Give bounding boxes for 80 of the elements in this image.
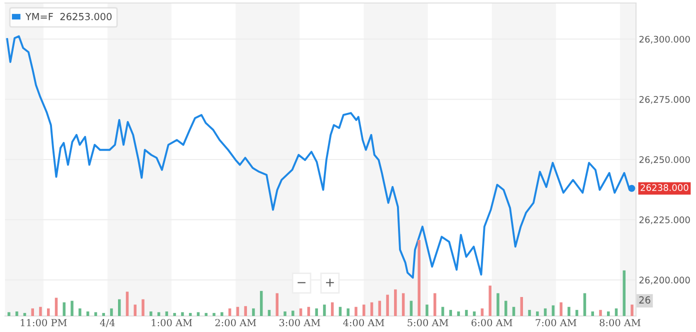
bar	[102, 312, 105, 316]
bar	[94, 312, 98, 316]
x-tick-label: 4/4	[100, 318, 115, 328]
bar	[575, 310, 578, 316]
bar	[54, 298, 58, 316]
x-tick-label: 8:00 AM	[600, 318, 640, 326]
bar	[284, 311, 286, 316]
bar	[346, 308, 350, 316]
bar	[31, 308, 34, 316]
annotation: +	[326, 278, 334, 287]
bar	[315, 308, 318, 316]
text: 26	[639, 296, 650, 304]
bar	[268, 310, 271, 316]
bar	[520, 297, 524, 316]
x-tick-label: 11:00 PM	[20, 318, 67, 326]
bar	[86, 311, 90, 316]
bar	[622, 270, 626, 316]
bar	[292, 310, 294, 316]
bar	[252, 308, 255, 316]
bar	[260, 290, 263, 316]
bar	[323, 304, 326, 316]
y-tick-label: 26,300.000	[639, 36, 690, 44]
bar	[165, 311, 168, 316]
bar	[39, 306, 42, 316]
bar	[488, 286, 492, 316]
bar	[173, 312, 176, 316]
bar	[244, 306, 247, 316]
bar	[126, 292, 129, 316]
bar	[402, 293, 405, 316]
x-tick-label: 5:00 AM	[408, 318, 448, 326]
x-tick-label: 4:00 AM	[343, 318, 384, 326]
bar	[607, 311, 610, 316]
bar	[150, 311, 152, 316]
bar	[560, 302, 562, 316]
x-tick-label: 7:00 AM	[536, 318, 576, 326]
bar	[457, 311, 460, 316]
bar	[472, 311, 476, 316]
x-tick-label: 3:00 AM	[279, 318, 320, 326]
bar	[386, 294, 389, 316]
y-tick-label: 26,275.000	[639, 96, 690, 104]
bar	[134, 304, 137, 316]
bar	[8, 312, 10, 316]
bar	[354, 306, 358, 316]
bar	[394, 289, 397, 316]
bar	[465, 310, 468, 316]
bar	[78, 308, 82, 316]
bar	[110, 308, 113, 316]
bar	[276, 293, 278, 316]
bar	[362, 304, 366, 316]
x-tick-label: 2:00 AM	[215, 318, 256, 326]
bar	[142, 299, 144, 316]
bar	[418, 240, 420, 316]
bar	[433, 293, 436, 316]
bar	[212, 312, 216, 316]
bar	[47, 308, 50, 316]
bar	[70, 300, 74, 316]
y-tick-label: 26,225.000	[639, 216, 690, 224]
x-tick-label: 6:00 AM	[472, 318, 512, 326]
bar	[536, 311, 539, 316]
bar	[496, 293, 500, 316]
bar	[591, 311, 594, 316]
bar	[630, 304, 634, 316]
bar	[15, 311, 18, 316]
y-tick-label: 26,250.000	[639, 156, 690, 164]
bar	[528, 310, 531, 316]
bar	[583, 293, 586, 316]
bar	[157, 312, 160, 316]
bar	[599, 310, 602, 316]
y-tick-label: 26,200.000	[639, 276, 690, 284]
legend-label: YM=F 26253.000	[25, 12, 112, 20]
bar	[449, 310, 452, 316]
bar	[552, 305, 555, 316]
annotation: 26238.000	[640, 184, 688, 192]
bar	[220, 312, 224, 316]
annotation: −	[298, 282, 306, 284]
bar	[426, 304, 428, 316]
bar	[568, 306, 570, 316]
bar	[181, 312, 184, 316]
x-tick-label: 1:00 AM	[152, 318, 192, 326]
bar	[196, 312, 200, 316]
